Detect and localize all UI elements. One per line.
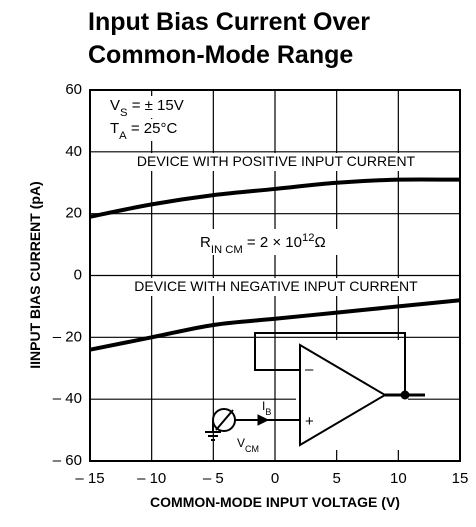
label-bg [122,278,430,296]
annotation-part: = 25°C [127,120,178,137]
plot-frame [89,89,461,462]
x-tick-label: 15 [452,470,469,487]
circuit-label: – [305,361,314,378]
y-tick-label: – 20 [53,328,82,345]
chart-title: Input Bias Current Over [88,8,370,36]
circuit-label: VCM [237,436,259,454]
annotation-part: A [119,130,127,142]
annotation-part: V [110,97,120,114]
y-tick-label: 60 [65,81,82,98]
circuit [400,390,410,400]
annotation-part: T [110,120,119,137]
data-line [89,298,461,352]
curve-label: DEVICE WITH POSITIVE INPUT CURRENT [137,153,416,169]
circuit-label-part: + [305,413,314,430]
circuit [215,409,234,431]
label-bg [106,96,186,118]
x-axis-label: COMMON-MODE INPUT VOLTAGE (V) [150,494,400,510]
circuit-label-part: V [237,436,245,450]
annotation-part: = 2 × 10 [243,234,302,251]
annotation-part: = ± 15V [128,97,184,114]
x-tick-label: – 10 [137,470,166,487]
circuit [254,332,406,395]
y-axis-label: IINPUT BIAS CURRENT (pA) [27,181,43,368]
circuit-label: + [305,413,314,430]
label-bg [122,153,430,171]
annotation: TA = 25°C [110,120,177,142]
y-tick-label: 0 [74,266,82,283]
y-tick-label: 40 [65,143,82,160]
circuit-label-part: B [265,407,271,417]
circuit-label-part: I [262,399,265,413]
circuit-label-part: CM [245,444,259,454]
annotation: VS = ± 15V [110,97,184,119]
x-tick-label: 5 [332,470,340,487]
y-tick-label: – 40 [53,390,82,407]
circuit [257,414,270,426]
annotation-part: IN CM [211,244,243,256]
label-bg [106,119,186,141]
x-tick-label: 0 [271,470,279,487]
x-tick-label: 10 [390,470,407,487]
circuit [299,343,387,447]
annotation-part: Ω [314,234,325,251]
curve-label: DEVICE WITH NEGATIVE INPUT CURRENT [134,278,418,294]
chart-title: Common-Mode Range [88,41,353,69]
y-tick-label: 20 [65,205,82,222]
y-tick-label: – 60 [53,452,82,469]
annotation-part: 12 [302,232,315,244]
circuit-label: IB [262,399,271,417]
annotation-part: S [120,107,128,119]
circuit-label-part: – [305,361,314,378]
annotation: RIN CM = 2 × 1012Ω [200,232,326,256]
label-bg [196,229,366,255]
x-tick-label: – 5 [203,470,224,487]
annotation-part: R [200,234,211,251]
x-tick-label: – 15 [75,470,104,487]
data-line [89,177,461,219]
